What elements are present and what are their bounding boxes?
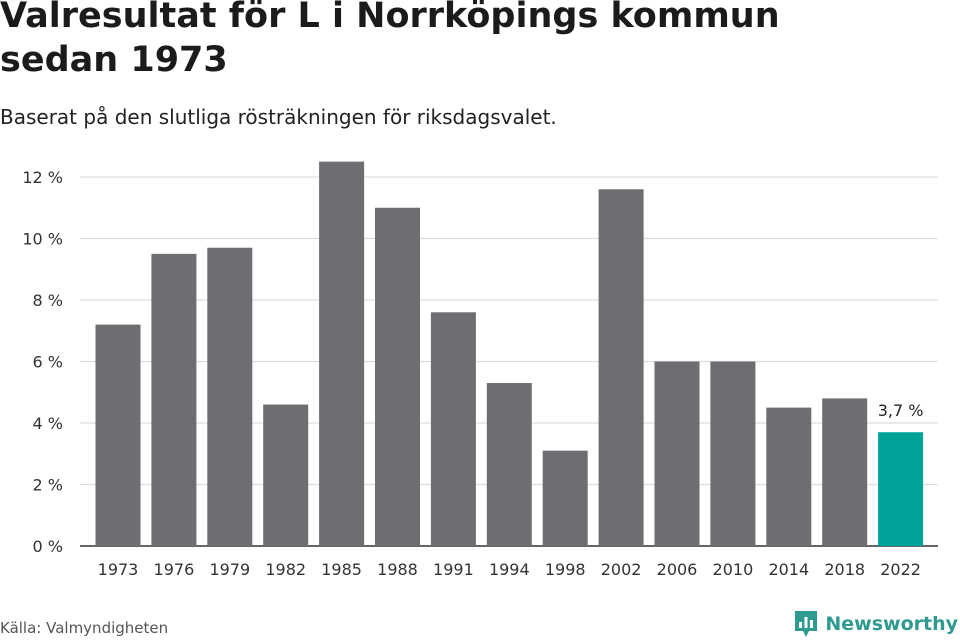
x-tick-label: 1982 <box>265 560 306 579</box>
brand: Newsworthy <box>793 609 958 639</box>
data-labels: 3,7 % <box>878 401 924 420</box>
x-tick-label: 1985 <box>321 560 362 579</box>
x-tick-label: 1991 <box>433 560 474 579</box>
bar-1994 <box>486 383 532 546</box>
bar-1973 <box>95 324 141 546</box>
bars <box>95 161 924 547</box>
y-tick-label: 12 % <box>22 168 63 187</box>
x-tick-label: 2010 <box>713 560 754 579</box>
y-tick-label: 0 % <box>33 537 63 556</box>
bar-2006 <box>654 361 700 546</box>
bar-2018 <box>822 398 868 546</box>
bar-1982 <box>263 404 309 546</box>
y-axis-ticks: 0 % 2 % 4 % 6 % 8 % 10 % 12 % <box>22 168 63 556</box>
y-tick-label: 2 % <box>33 476 63 495</box>
x-tick-label: 2018 <box>824 560 865 579</box>
y-tick-label: 8 % <box>33 291 63 310</box>
bar-1988 <box>375 207 420 546</box>
bar-1991 <box>430 312 476 546</box>
bar-2014 <box>766 407 812 546</box>
y-tick-label: 10 % <box>22 230 63 249</box>
bar-1976 <box>151 253 197 546</box>
bar-2002 <box>598 189 644 547</box>
chart-title: Valresultat för L i Norrköpings kommun s… <box>0 0 780 80</box>
bar-1979 <box>207 247 253 546</box>
x-tick-label: 1998 <box>545 560 586 579</box>
bar-chart: 0 % 2 % 4 % 6 % 8 % 10 % 12 % 1973 1976 1979 1982… <box>22 161 938 579</box>
x-tick-label: 1973 <box>98 560 139 579</box>
newsworthy-logo-icon <box>795 611 818 637</box>
source-note: Källa: Valmyndigheten <box>0 619 169 637</box>
chart-subtitle: Baserat på den slutliga rösträkningen fö… <box>0 105 557 129</box>
x-tick-label: 1988 <box>377 560 418 579</box>
x-tick-label: 2014 <box>768 560 809 579</box>
x-tick-label: 1979 <box>209 560 250 579</box>
bar-1998 <box>542 450 588 546</box>
bar-2022 <box>878 432 924 546</box>
y-tick-label: 4 % <box>33 414 63 433</box>
x-tick-label: 2002 <box>601 560 642 579</box>
x-axis-ticks: 1973 1976 1979 1982 1985 1988 1991 1994 1998 2002… <box>98 560 921 579</box>
brand-name: Newsworthy <box>825 613 958 635</box>
x-tick-label: 1994 <box>489 560 530 579</box>
x-tick-label: 2022 <box>880 560 921 579</box>
data-label-highlight: 3,7 % <box>878 401 924 420</box>
bar-2010 <box>710 361 756 546</box>
x-tick-label: 2006 <box>657 560 698 579</box>
y-tick-label: 6 % <box>33 353 63 372</box>
x-tick-label: 1976 <box>154 560 195 579</box>
bar-1985 <box>319 161 365 546</box>
